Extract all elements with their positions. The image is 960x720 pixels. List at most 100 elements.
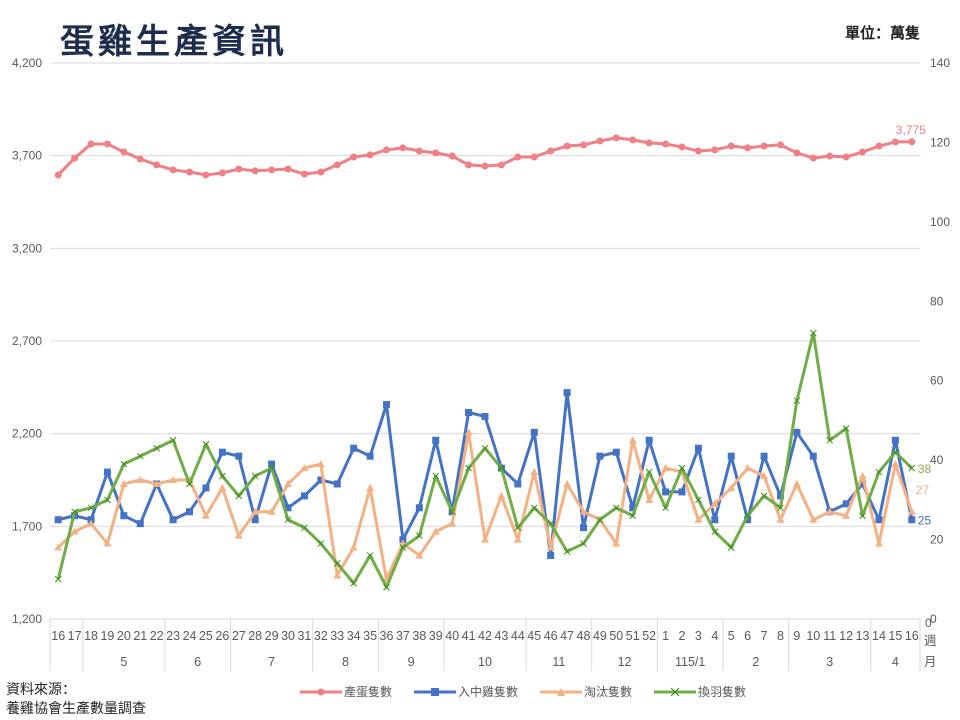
week-label: 49 (593, 629, 607, 643)
data-label: 38 (918, 462, 932, 476)
right-axis-tick: 120 (930, 135, 950, 149)
week-label: 8 (777, 629, 784, 643)
month-label: 12 (618, 655, 632, 669)
right-axis-tick: 40 (930, 453, 944, 467)
month-label: 7 (268, 655, 275, 669)
unit-label: 單位：萬隻 (844, 25, 920, 42)
left-axis-tick: 3,200 (12, 241, 42, 255)
month-label: 6 (194, 655, 201, 669)
week-label: 3 (695, 629, 702, 643)
source-label: 資料來源： (6, 681, 76, 697)
week-label: 17 (68, 629, 82, 643)
right-axis-tick: 100 (930, 215, 950, 229)
week-label: 35 (363, 629, 377, 643)
month-label: 2 (752, 655, 759, 669)
legend-item-culled: 淘汰隻數 (540, 683, 632, 700)
week-label: 29 (265, 629, 279, 643)
legend-label: 入中雞隻數 (458, 685, 519, 699)
week-label: 24 (183, 629, 197, 643)
week-label: 9 (793, 629, 800, 643)
left-axis-tick: 4,200 (12, 56, 42, 70)
week-label: 41 (462, 629, 476, 643)
month-label: 3 (826, 655, 833, 669)
week-label: 33 (330, 629, 344, 643)
week-label: 20 (117, 629, 131, 643)
left-axis-tick: 2,700 (12, 334, 42, 348)
legend-item-pullet: 入中雞隻數 (414, 683, 518, 700)
week-label: 39 (429, 629, 443, 643)
week-label: 22 (150, 629, 164, 643)
week-label: 52 (642, 629, 656, 643)
week-label: 19 (100, 629, 114, 643)
week-label: 34 (347, 629, 361, 643)
right-axis-tick: 140 (930, 56, 950, 70)
week-label: 27 (232, 629, 246, 643)
legend-item-molting: 換羽隻數 (654, 683, 746, 700)
month-label: 8 (342, 655, 349, 669)
month-label: 11 (552, 655, 565, 669)
week-label: 36 (380, 629, 394, 643)
data-label: 25 (918, 514, 932, 528)
week-label: 18 (84, 629, 98, 643)
week-label: 1 (662, 629, 669, 643)
week-label: 48 (577, 629, 591, 643)
legend-label: 產蛋隻數 (344, 685, 393, 699)
week-label: 30 (281, 629, 295, 643)
left-axis-tick: 3,700 (12, 149, 42, 163)
right-axis-tick: 60 (930, 374, 944, 388)
week-label: 45 (527, 629, 541, 643)
week-label: 28 (248, 629, 262, 643)
week-label: 37 (396, 629, 410, 643)
series-line (56, 331, 913, 589)
month-axis-label: 月 (924, 655, 937, 669)
week-label: 43 (494, 629, 508, 643)
week-label: 10 (806, 629, 820, 643)
week-axis-label: 週 (924, 634, 937, 648)
month-label: 4 (892, 655, 899, 669)
right-axis-tick: 20 (930, 533, 944, 547)
week-label: 23 (166, 629, 180, 643)
week-label: 44 (511, 629, 525, 643)
x-marker-icon (654, 687, 697, 696)
left-axis-tick: 1,700 (12, 519, 42, 533)
week-label: 2 (679, 629, 686, 643)
left-axis-tick: 1,200 (12, 612, 42, 626)
week-label: 26 (215, 629, 229, 643)
week-label: 46 (544, 629, 558, 643)
week-label: 21 (133, 629, 147, 643)
right-axis-tick: 80 (930, 294, 944, 308)
week-label: 6 (744, 629, 751, 643)
month-label: 10 (478, 655, 492, 669)
week-label: 14 (872, 629, 886, 643)
legend-item-egg: 產蛋隻數 (300, 683, 392, 700)
week-label: 51 (626, 629, 640, 643)
week-label: 47 (560, 629, 574, 643)
data-label: 3,775 (896, 123, 926, 137)
left-axis-tick: 2,200 (12, 427, 42, 441)
month-label: 9 (408, 655, 415, 669)
week-label: 15 (888, 629, 902, 643)
legend-label: 淘汰隻數 (584, 685, 633, 699)
circle-marker-icon (300, 688, 342, 695)
chart-legend: 產蛋隻數 入中雞隻數 淘汰隻數 換羽隻數 (300, 683, 746, 700)
data-source: 資料來源： 養雞協會生產數量調查 (6, 680, 146, 718)
week-label: 7 (761, 629, 768, 643)
week-label: 38 (412, 629, 426, 643)
week-label: 5 (728, 629, 735, 643)
week-label: 13 (856, 629, 870, 643)
legend-label: 換羽隻數 (698, 685, 747, 699)
week-label: 31 (297, 629, 311, 643)
square-marker-icon (414, 687, 457, 696)
data-label: 27 (916, 483, 930, 497)
week-label: 16 (51, 629, 65, 643)
triangle-marker-icon (540, 687, 583, 696)
week-label: 16 (905, 629, 919, 643)
right-axis-tick: 0 (930, 612, 937, 626)
page-title: 蛋雞生產資訊 (60, 22, 288, 62)
corner-zero: 0 (925, 616, 932, 630)
week-label: 32 (314, 629, 328, 643)
week-label: 11 (823, 629, 836, 643)
week-label: 42 (478, 629, 492, 643)
month-label: 5 (120, 655, 127, 669)
